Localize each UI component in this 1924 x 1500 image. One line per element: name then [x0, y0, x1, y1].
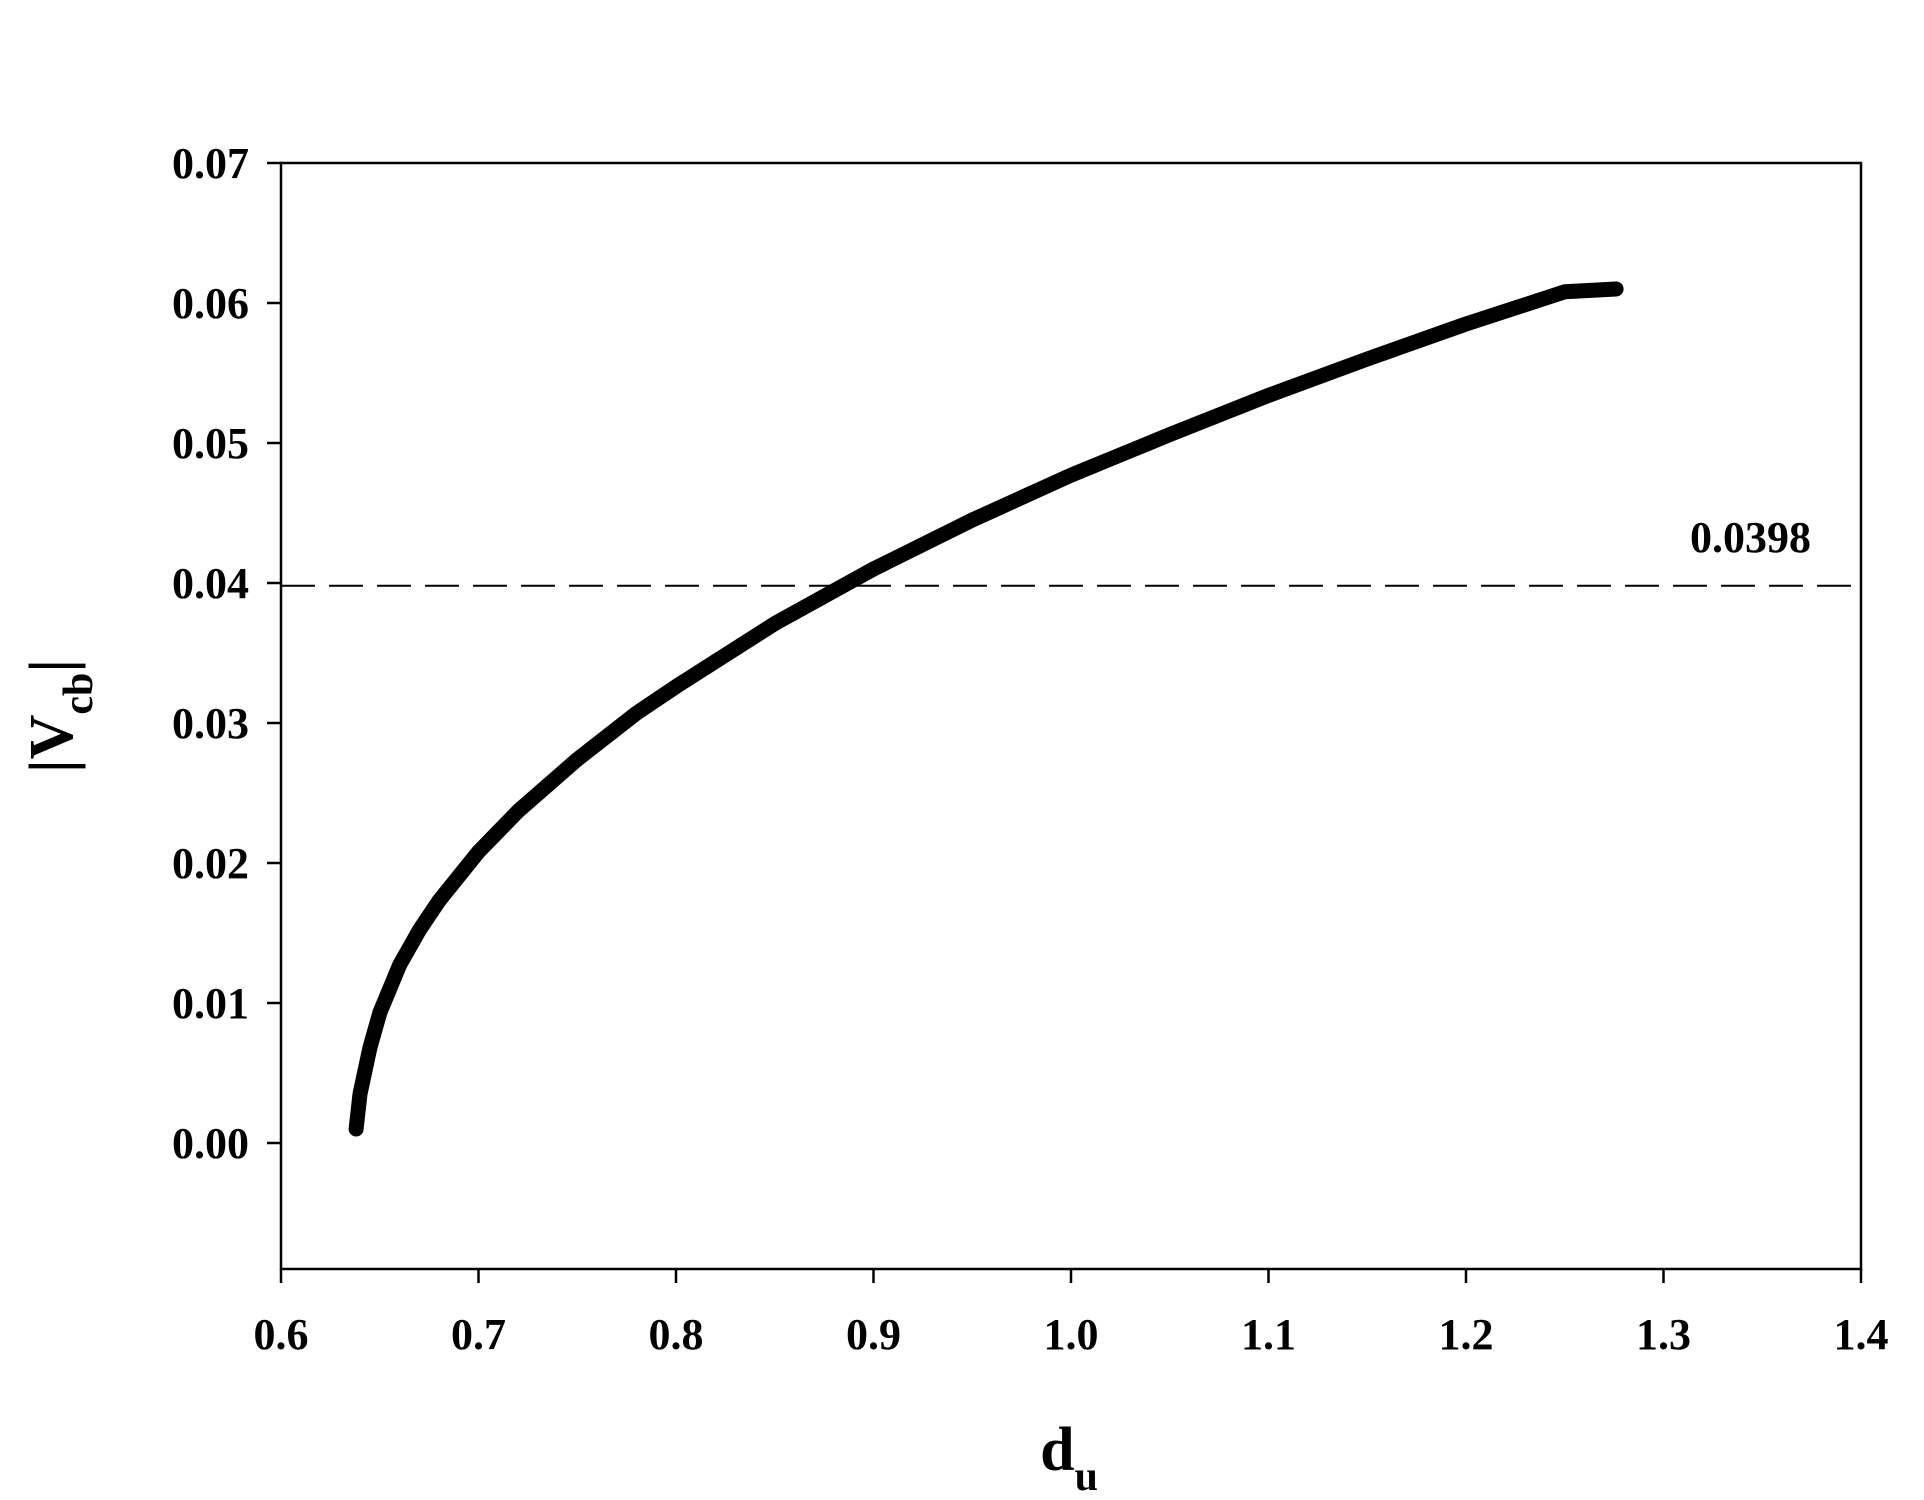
y-tick-label: 0.06	[172, 279, 249, 328]
y-axis-title-sub: cb	[56, 673, 102, 715]
x-tick-label: 0.8	[649, 1310, 704, 1359]
y-tick-label: 0.04	[172, 559, 249, 608]
y-tick-label: 0.00	[172, 1119, 249, 1168]
reference-line-label: 0.0398	[1690, 513, 1811, 562]
y-axis-title: |Vcb|	[18, 659, 102, 773]
y-tick-label: 0.07	[172, 139, 249, 188]
x-tick-label: 0.6	[254, 1310, 309, 1359]
x-tick-label: 1.4	[1834, 1310, 1889, 1359]
x-tick-label: 0.9	[846, 1310, 901, 1359]
x-axis: 0.6 0.7 0.8 0.9 1.0 1.1 1.2 1.3 1.4	[254, 1269, 1889, 1359]
y-tick-label: 0.03	[172, 699, 249, 748]
x-tick-label: 1.3	[1636, 1310, 1691, 1359]
plot-frame	[279, 161, 1863, 1271]
y-axis-title-post: |	[18, 659, 86, 673]
x-tick-label: 0.7	[451, 1310, 506, 1359]
x-tick-label: 1.2	[1439, 1310, 1494, 1359]
series-line	[348, 281, 1624, 1137]
x-axis-title-sub: u	[1075, 1454, 1098, 1500]
x-axis-title-main: d	[1040, 1416, 1074, 1484]
y-axis: 0.00 0.01 0.02 0.03 0.04 0.05 0.06 0.07	[172, 139, 281, 1168]
x-tick-label: 1.1	[1241, 1310, 1296, 1359]
y-tick-label: 0.02	[172, 839, 249, 888]
y-tick-label: 0.01	[172, 979, 249, 1028]
y-axis-title-pre: |V	[18, 714, 86, 773]
y-tick-label: 0.05	[172, 419, 249, 468]
x-axis-title: du	[1040, 1416, 1098, 1500]
x-tick-label: 1.0	[1044, 1310, 1099, 1359]
